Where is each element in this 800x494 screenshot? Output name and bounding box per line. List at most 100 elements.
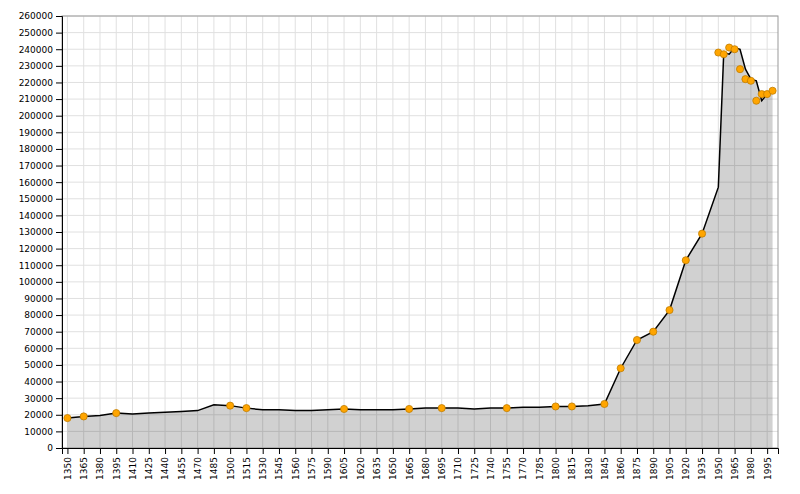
y-tick-label: 190000 bbox=[19, 128, 54, 138]
y-tick-mark bbox=[56, 415, 62, 416]
x-tick: 1530 bbox=[258, 448, 268, 480]
x-tick: 1545 bbox=[274, 448, 284, 480]
y-tick-mark bbox=[56, 215, 62, 216]
x-tick: 1830 bbox=[584, 448, 594, 480]
x-tick: 1365 bbox=[79, 448, 89, 480]
point bbox=[503, 405, 510, 412]
x-tick-mark bbox=[458, 448, 459, 454]
x-tick-label: 1665 bbox=[405, 457, 415, 480]
x-tick: 1635 bbox=[372, 448, 382, 480]
y-tick-mark bbox=[56, 382, 62, 383]
x-tick-mark bbox=[263, 448, 264, 454]
y-tick-label: 250000 bbox=[19, 28, 54, 38]
point bbox=[601, 400, 608, 407]
x-tick-mark bbox=[686, 448, 687, 454]
y-tick-label: 150000 bbox=[19, 194, 54, 204]
x-tick-mark bbox=[377, 448, 378, 454]
plot-frame bbox=[62, 16, 778, 448]
y-tick-label: 30000 bbox=[24, 394, 53, 404]
x-tick: 1500 bbox=[226, 448, 236, 480]
x-tick-label: 1470 bbox=[193, 457, 203, 480]
x-tick: 1770 bbox=[518, 448, 528, 480]
grid-line-y bbox=[62, 298, 778, 299]
x-tick-label: 1920 bbox=[681, 457, 691, 480]
y-tick-mark bbox=[56, 448, 62, 449]
y-tick-mark bbox=[56, 298, 62, 299]
y-tick-mark bbox=[56, 33, 62, 34]
y-tick-label: 230000 bbox=[19, 61, 54, 71]
x-tick-label: 1515 bbox=[242, 457, 252, 480]
y-tick: 130000 bbox=[19, 227, 62, 237]
y-tick-label: 200000 bbox=[19, 111, 54, 121]
x-tick: 1560 bbox=[291, 448, 301, 480]
x-tick: 1650 bbox=[388, 448, 398, 480]
grid-line-y bbox=[62, 82, 778, 83]
x-tick-mark bbox=[214, 448, 215, 454]
x-tick: 1575 bbox=[307, 448, 317, 480]
x-tick-label: 1830 bbox=[584, 457, 594, 480]
x-tick-mark bbox=[328, 448, 329, 454]
x-tick-mark bbox=[702, 448, 703, 454]
x-tick-mark bbox=[572, 448, 573, 454]
x-tick: 1440 bbox=[160, 448, 170, 480]
x-tick: 1425 bbox=[144, 448, 154, 480]
marks bbox=[64, 44, 776, 448]
y-tick-mark bbox=[56, 99, 62, 100]
y-tick: 110000 bbox=[19, 261, 62, 271]
x-tick: 1605 bbox=[339, 448, 349, 480]
x-tick-mark bbox=[360, 448, 361, 454]
x-tick: 1455 bbox=[177, 448, 187, 480]
y-tick-label: 100000 bbox=[19, 277, 54, 287]
y-tick: 230000 bbox=[19, 61, 62, 71]
y-tick: 250000 bbox=[19, 28, 62, 38]
y-tick: 220000 bbox=[19, 78, 62, 88]
x-tick: 1935 bbox=[697, 448, 707, 480]
x-tick-label: 1695 bbox=[437, 457, 447, 480]
x-tick-mark bbox=[149, 448, 150, 454]
grid-line-y bbox=[62, 232, 778, 233]
x-tick-label: 1545 bbox=[274, 457, 284, 480]
x-tick-label: 1530 bbox=[258, 457, 268, 480]
point bbox=[736, 66, 743, 73]
x-tick-label: 1815 bbox=[567, 457, 577, 480]
x-tick: 1665 bbox=[405, 448, 415, 480]
grid-line-y bbox=[62, 215, 778, 216]
x-tick-mark bbox=[588, 448, 589, 454]
x-tick-label: 1485 bbox=[209, 457, 219, 480]
x-tick-mark bbox=[735, 448, 736, 454]
x-tick-mark bbox=[344, 448, 345, 454]
y-tick: 140000 bbox=[19, 211, 62, 221]
point bbox=[568, 403, 575, 410]
x-tick-label: 1395 bbox=[112, 457, 122, 480]
y-tick: 160000 bbox=[19, 178, 62, 188]
x-tick-mark bbox=[507, 448, 508, 454]
x-tick: 1965 bbox=[730, 448, 740, 480]
x-tick: 1395 bbox=[112, 448, 122, 480]
y-tick-mark bbox=[56, 232, 62, 233]
x-tick-label: 1755 bbox=[502, 457, 512, 480]
y-tick-mark bbox=[56, 265, 62, 266]
point bbox=[650, 328, 657, 335]
x-tick-mark bbox=[67, 448, 68, 454]
y-tick-label: 120000 bbox=[19, 244, 54, 254]
x-tick-mark bbox=[312, 448, 313, 454]
y-tick: 100000 bbox=[19, 277, 62, 287]
grid-line-y bbox=[62, 49, 778, 50]
y-tick: 190000 bbox=[19, 128, 62, 138]
y-tick-label: 50000 bbox=[24, 360, 53, 370]
point bbox=[113, 410, 120, 417]
x-tick-label: 1650 bbox=[388, 457, 398, 480]
x-tick-label: 1890 bbox=[649, 457, 659, 480]
y-tick-mark bbox=[56, 282, 62, 283]
x-tick-mark bbox=[116, 448, 117, 454]
y-tick: 0 bbox=[47, 443, 62, 453]
x-tick: 1785 bbox=[535, 448, 545, 480]
y-tick-mark bbox=[56, 365, 62, 366]
y-tick-mark bbox=[56, 199, 62, 200]
x-tick: 1860 bbox=[616, 448, 626, 480]
chart: 1350136513801395141014251440145514701485… bbox=[0, 0, 800, 494]
x-tick: 1740 bbox=[486, 448, 496, 480]
x-tick-label: 1440 bbox=[160, 457, 170, 480]
y-tick: 150000 bbox=[19, 194, 62, 204]
x-tick-mark bbox=[100, 448, 101, 454]
